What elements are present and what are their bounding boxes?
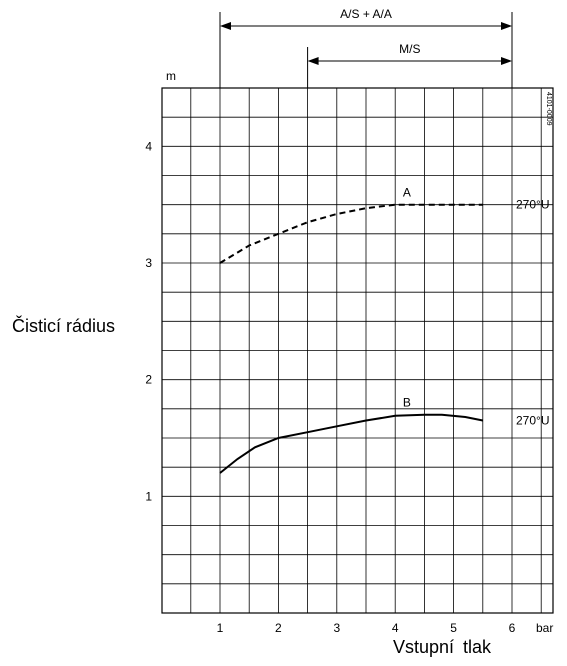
range-label: A/S + A/A bbox=[340, 7, 392, 21]
series-name-label: A bbox=[403, 186, 411, 200]
x-tick-label: 4 bbox=[392, 621, 399, 635]
range-label: M/S bbox=[399, 42, 420, 56]
range-arrowhead-left bbox=[307, 57, 319, 65]
series-name-label: B bbox=[403, 396, 411, 410]
tick-labels: 1 2 3 4 5 6 1 2 3 4 bbox=[145, 139, 515, 635]
range-arrowhead-left bbox=[220, 22, 231, 30]
figure-code: 4101-0009 bbox=[545, 92, 552, 126]
y-tick-label: 3 bbox=[145, 256, 152, 270]
x-tick-label: 3 bbox=[333, 621, 340, 635]
range-arrowhead-right bbox=[501, 22, 512, 30]
y-tick-label: 2 bbox=[145, 373, 152, 387]
x-unit-label: bar bbox=[536, 621, 553, 635]
range-arrowhead-right bbox=[501, 57, 512, 65]
x-tick-label: 2 bbox=[275, 621, 282, 635]
y-tick-label: 1 bbox=[145, 489, 152, 503]
x-tick-label: 6 bbox=[509, 621, 516, 635]
y-tick-label: 4 bbox=[145, 139, 152, 153]
plot-frame bbox=[161, 87, 554, 614]
series-curves: A 270°U B 270°U bbox=[219, 186, 550, 474]
series-line-a bbox=[219, 203, 483, 264]
x-tick-label: 5 bbox=[450, 621, 457, 635]
grid-lines bbox=[162, 88, 553, 613]
series-end-label: 270°U bbox=[516, 198, 550, 212]
y-unit-label: m bbox=[166, 69, 176, 83]
pressure-ranges: A/S + A/A M/S bbox=[219, 7, 513, 88]
x-axis-title: Vstupní tlak bbox=[393, 637, 492, 657]
x-tick-label: 1 bbox=[217, 621, 224, 635]
series-line-b bbox=[219, 413, 483, 474]
series-end-label: 270°U bbox=[516, 414, 550, 428]
y-axis-title: Čisticí rádius bbox=[12, 316, 116, 336]
